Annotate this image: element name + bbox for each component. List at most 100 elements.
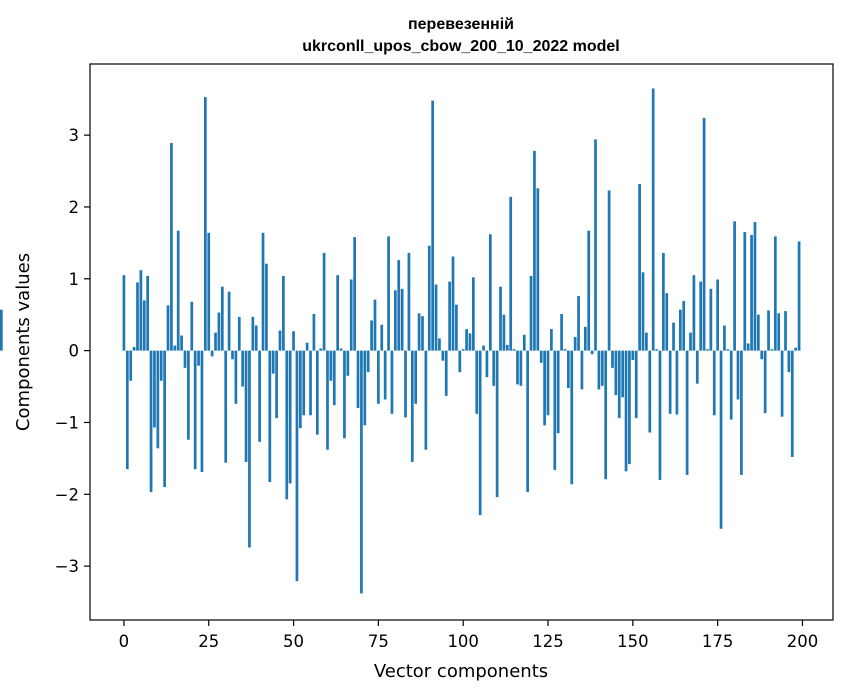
bar xyxy=(424,350,428,450)
x-tick-label: 50 xyxy=(283,632,304,651)
bar xyxy=(563,349,567,351)
bar xyxy=(777,313,781,351)
bar xyxy=(468,333,472,351)
bar xyxy=(217,312,221,351)
bar xyxy=(455,304,458,351)
bar xyxy=(356,350,360,409)
bar xyxy=(0,309,3,351)
bar xyxy=(556,350,560,434)
bar xyxy=(214,332,217,351)
bar xyxy=(176,230,180,351)
bar xyxy=(326,350,329,450)
bar xyxy=(187,350,190,440)
x-axis-ticks: 0 25 50 75 100 125 150 175 200 xyxy=(119,620,818,651)
bar xyxy=(156,350,160,449)
bar xyxy=(590,350,594,355)
bar xyxy=(780,350,784,417)
bar xyxy=(773,236,777,351)
bar xyxy=(193,350,197,470)
bar xyxy=(499,286,502,351)
bar xyxy=(784,311,787,351)
bar xyxy=(614,350,618,396)
y-tick-label: −3 xyxy=(55,557,79,576)
bar xyxy=(502,314,506,351)
bar xyxy=(224,350,228,463)
bar xyxy=(353,237,356,351)
bar xyxy=(241,350,245,387)
x-axis-label: Vector components xyxy=(374,661,548,682)
bar xyxy=(438,338,441,351)
x-tick-label: 25 xyxy=(198,632,219,651)
bar xyxy=(417,313,421,351)
bar xyxy=(726,349,730,351)
bar xyxy=(400,288,404,351)
bar xyxy=(346,350,350,376)
bar xyxy=(746,343,750,351)
bar xyxy=(706,349,709,351)
bar xyxy=(509,196,513,351)
bar xyxy=(271,350,275,374)
bar xyxy=(519,350,523,386)
bar xyxy=(536,188,540,351)
bar xyxy=(631,350,635,360)
y-tick-label: −2 xyxy=(55,485,79,504)
bar xyxy=(265,263,268,351)
bar xyxy=(190,301,194,351)
bar xyxy=(553,350,557,470)
bar xyxy=(370,320,373,351)
bar xyxy=(431,100,435,351)
bar xyxy=(723,325,726,351)
bar xyxy=(227,291,231,351)
bar xyxy=(682,301,686,351)
y-tick-label: −1 xyxy=(55,413,79,432)
bar xyxy=(329,350,333,381)
bar xyxy=(414,350,418,404)
y-tick-label: 2 xyxy=(69,198,80,217)
bar xyxy=(373,299,377,351)
bar xyxy=(387,236,390,351)
bar xyxy=(641,272,645,351)
bar xyxy=(142,300,146,351)
bar xyxy=(719,350,723,529)
bar xyxy=(516,350,519,385)
bar xyxy=(458,350,462,373)
bar xyxy=(159,350,163,381)
bar xyxy=(282,275,285,351)
bar xyxy=(427,245,431,351)
y-axis-ticks: −3 −2 −1 0 1 2 3 xyxy=(55,126,90,576)
bar xyxy=(261,232,265,351)
bar xyxy=(638,183,641,351)
bar xyxy=(132,347,136,351)
bar xyxy=(309,350,312,416)
bar xyxy=(743,232,747,351)
bar xyxy=(421,316,424,351)
bar xyxy=(377,350,380,404)
bar xyxy=(441,350,445,361)
bar xyxy=(139,270,143,351)
bar xyxy=(695,350,699,384)
bar xyxy=(251,316,255,351)
bar xyxy=(183,350,187,368)
bar xyxy=(577,296,580,351)
x-tick-label: 0 xyxy=(119,632,130,651)
bar xyxy=(604,350,608,480)
bar xyxy=(492,350,496,386)
bar xyxy=(651,88,655,351)
y-tick-label: 1 xyxy=(69,270,80,289)
bar xyxy=(197,350,200,366)
bar xyxy=(689,332,692,351)
bar xyxy=(485,350,489,378)
bar xyxy=(702,117,706,351)
bar xyxy=(505,344,509,351)
bar xyxy=(315,350,319,435)
bar xyxy=(648,350,652,433)
bar xyxy=(234,350,238,404)
bar xyxy=(407,252,411,351)
bar xyxy=(258,350,261,442)
bar xyxy=(628,350,631,465)
x-tick-label: 75 xyxy=(368,632,389,651)
bar xyxy=(624,350,628,472)
bar xyxy=(163,350,166,488)
bar xyxy=(729,350,733,420)
bar xyxy=(757,314,760,351)
